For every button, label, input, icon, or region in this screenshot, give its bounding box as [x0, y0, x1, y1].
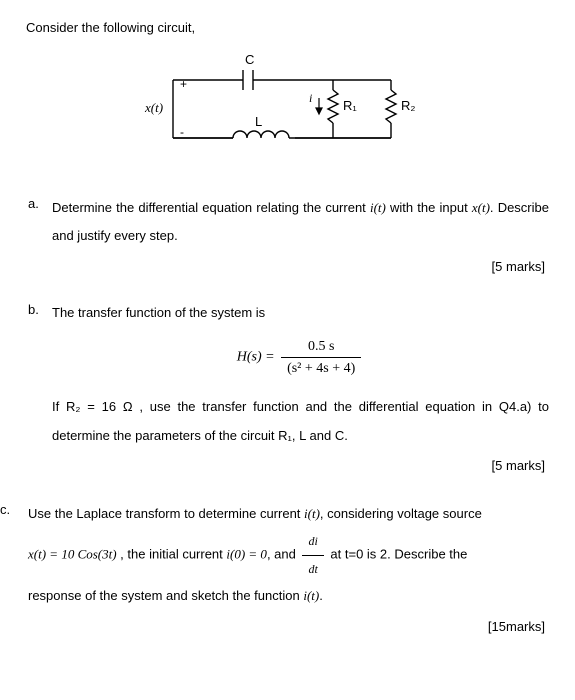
a-xt: x(t): [472, 200, 490, 215]
part-b-marks: [5 marks]: [52, 456, 549, 476]
i-label: i: [309, 91, 312, 105]
hs-den: (s² + 4s + 4): [281, 358, 361, 379]
part-a-text: Determine the differential equation rela…: [52, 194, 549, 251]
c-xteq: x(t) = 10 Cos(3t): [28, 547, 117, 562]
part-c: c. Use the Laplace transform to determin…: [2, 500, 549, 636]
minus-label: -: [180, 125, 184, 139]
hs-num: 0.5 s: [281, 336, 361, 358]
c-l2c: at t=0 is 2. Describe the: [327, 547, 468, 562]
a-t1: Determine the differential equation rela…: [52, 200, 370, 215]
c-i0: i(0) = 0: [226, 547, 267, 562]
c-l3b: .: [319, 588, 323, 603]
part-a-letter: a.: [28, 194, 39, 214]
source-label: x(t): [144, 100, 163, 115]
r1-label: R₁: [343, 98, 357, 113]
circuit-diagram: x(t) + - C L i R₁ R₂: [133, 48, 443, 166]
l-label: L: [255, 114, 262, 129]
r2-label: R₂: [401, 98, 415, 113]
part-b-body: If R₂ = 16 Ω , use the transfer function…: [52, 393, 549, 450]
transfer-function: H(s) = 0.5 s (s² + 4s + 4): [52, 336, 549, 379]
part-a: a. Determine the differential equation r…: [26, 194, 549, 277]
c-dden: dt: [302, 556, 323, 582]
b-l2b: determine the parameters of the circuit …: [52, 428, 348, 443]
c-label: C: [245, 52, 254, 67]
part-c-body: Use the Laplace transform to determine c…: [24, 500, 549, 611]
a-t2: with the input: [386, 200, 472, 215]
c-l2b: , and: [267, 547, 300, 562]
c-dnum: di: [302, 528, 323, 555]
a-it: i(t): [370, 200, 386, 215]
part-b-letter: b.: [28, 300, 39, 320]
c-l1a: Use the Laplace transform to determine c…: [28, 506, 304, 521]
c-it2: i(t): [303, 588, 319, 603]
c-l3a: response of the system and sketch the fu…: [28, 588, 303, 603]
part-c-letter: c.: [0, 500, 10, 520]
part-c-marks: [15marks]: [24, 617, 549, 637]
hs-label: H(s) =: [237, 350, 275, 365]
plus-label: +: [180, 77, 187, 91]
part-b-lead: The transfer function of the system is: [52, 300, 549, 326]
c-l1b: , considering voltage source: [320, 506, 482, 521]
c-l2a: , the initial current: [117, 547, 227, 562]
b-l2a: If R₂ = 16 Ω , use the transfer function…: [52, 399, 549, 414]
c-it: i(t): [304, 506, 320, 521]
part-b: b. The transfer function of the system i…: [26, 300, 549, 476]
part-a-marks: [5 marks]: [52, 257, 549, 277]
intro-text: Consider the following circuit,: [26, 18, 549, 38]
